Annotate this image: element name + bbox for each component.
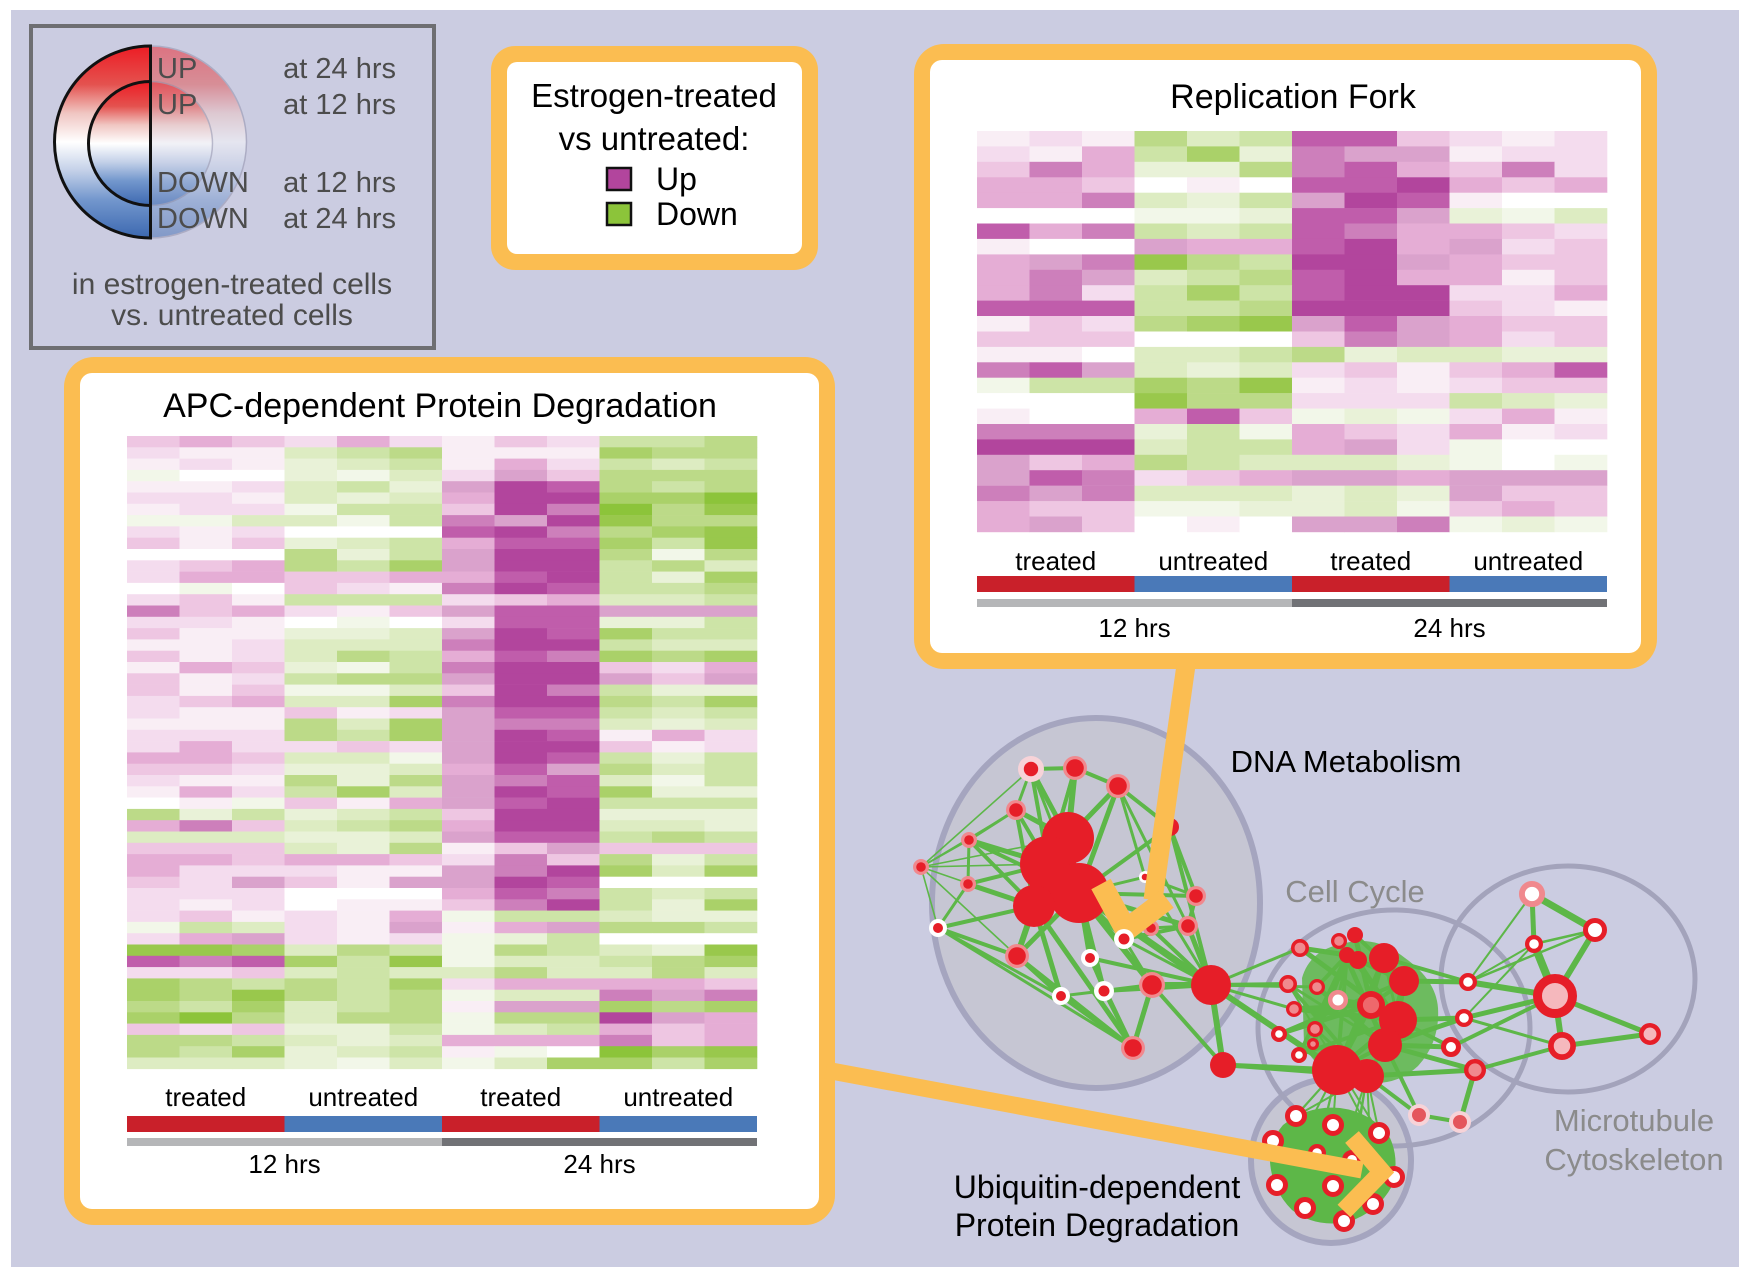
- svg-text:vs untreated:: vs untreated:: [559, 120, 750, 157]
- svg-text:Estrogen-treated: Estrogen-treated: [531, 77, 777, 114]
- svg-text:Down: Down: [656, 196, 738, 232]
- svg-text:at 24 hrs: at 24 hrs: [283, 203, 396, 235]
- svg-text:untreated: untreated: [1473, 546, 1583, 576]
- svg-text:untreated: untreated: [308, 1082, 418, 1112]
- svg-text:Cytoskeleton: Cytoskeleton: [1544, 1142, 1723, 1177]
- svg-text:treated: treated: [1015, 546, 1096, 576]
- svg-text:Replication Fork: Replication Fork: [1170, 78, 1417, 116]
- svg-text:at 12 hrs: at 12 hrs: [283, 167, 396, 199]
- svg-text:12 hrs: 12 hrs: [248, 1149, 320, 1179]
- svg-text:DNA Metabolism: DNA Metabolism: [1231, 744, 1462, 779]
- svg-text:treated: treated: [1330, 546, 1411, 576]
- svg-text:24 hrs: 24 hrs: [1413, 613, 1485, 643]
- svg-text:Cell Cycle: Cell Cycle: [1285, 874, 1425, 909]
- svg-text:DOWN: DOWN: [157, 167, 249, 199]
- svg-text:treated: treated: [480, 1082, 561, 1112]
- svg-text:24 hrs: 24 hrs: [563, 1149, 635, 1179]
- svg-text:untreated: untreated: [1158, 546, 1268, 576]
- svg-text:treated: treated: [165, 1082, 246, 1112]
- svg-text:Up: Up: [656, 161, 697, 197]
- svg-text:Microtubule: Microtubule: [1554, 1103, 1714, 1138]
- svg-text:untreated: untreated: [623, 1082, 733, 1112]
- svg-text:APC-dependent Protein Degradat: APC-dependent Protein Degradation: [163, 387, 717, 425]
- svg-text:DOWN: DOWN: [157, 203, 249, 235]
- svg-text:Ubiquitin-dependent: Ubiquitin-dependent: [954, 1169, 1241, 1205]
- svg-text:Protein Degradation: Protein Degradation: [955, 1207, 1240, 1243]
- svg-text:UP: UP: [157, 53, 197, 85]
- svg-text:12 hrs: 12 hrs: [1098, 613, 1170, 643]
- svg-text:vs. untreated cells: vs. untreated cells: [111, 299, 353, 332]
- svg-text:at 24 hrs: at 24 hrs: [283, 53, 396, 85]
- svg-text:in estrogen-treated cells: in estrogen-treated cells: [72, 268, 392, 301]
- svg-text:at 12 hrs: at 12 hrs: [283, 89, 396, 121]
- svg-text:UP: UP: [157, 89, 197, 121]
